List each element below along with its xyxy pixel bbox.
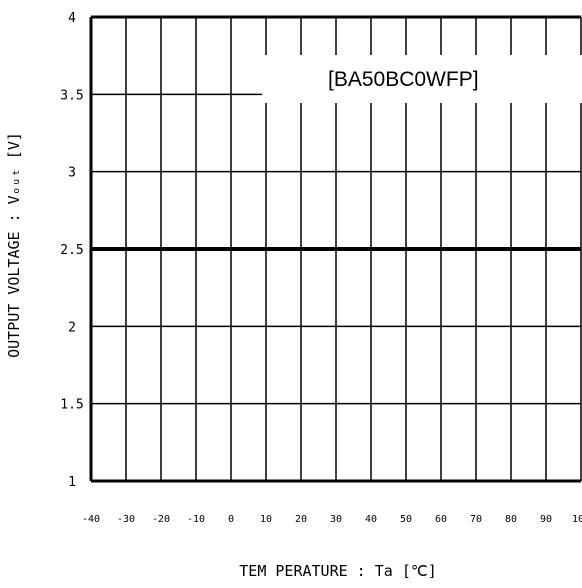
plot-frame	[89, 15, 581, 483]
x-tick-label: 80	[505, 514, 517, 525]
x-tick-label: -10	[187, 514, 205, 525]
x-tick-label: 60	[435, 514, 447, 525]
x-tick-label: -30	[117, 514, 135, 525]
x-tick-label: 50	[400, 514, 412, 525]
x-tick-label: 100	[572, 514, 582, 525]
y-tick-label: 2	[68, 320, 76, 335]
y-axis-title: OUTPUT VOLTAGE : Vₒᵤₜ [V]	[5, 132, 23, 358]
x-tick-label: 20	[295, 514, 307, 525]
x-tick-label: 90	[540, 514, 552, 525]
annotation-box	[262, 55, 582, 103]
y-tick-label: 1.5	[60, 398, 83, 413]
y-tick-labels: 1 1.5 2 2.5 3 3.5 4	[60, 11, 83, 490]
x-tick-label: -20	[152, 514, 170, 525]
x-tick-label: -40	[82, 514, 100, 525]
y-tick-label: 3	[68, 166, 76, 181]
y-tick-label: 2.5	[60, 243, 83, 258]
annotation: [BA50BC0WFP]	[262, 55, 582, 103]
x-tick-labels: -40 -30 -20 -10 0 10 20 30 40 50 60 70 80 90 100	[82, 514, 582, 525]
x-tick-label: 40	[365, 514, 377, 525]
annotation-text: [BA50BC0WFP]	[328, 68, 479, 91]
y-tick-label: 1	[68, 475, 76, 490]
x-tick-label: 10	[260, 514, 272, 525]
y-tick-label: 3.5	[60, 88, 83, 103]
x-tick-label: 30	[330, 514, 342, 525]
x-tick-label: 70	[470, 514, 482, 525]
x-tick-label: 0	[228, 514, 234, 525]
x-axis-title: TEM PERATURE : Ta [℃]	[239, 562, 436, 580]
y-tick-label: 4	[68, 11, 76, 26]
